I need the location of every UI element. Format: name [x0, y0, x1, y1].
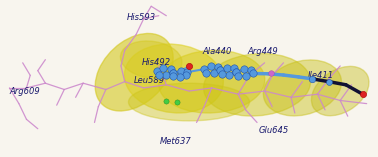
Point — [215, 65, 222, 68]
Point — [184, 71, 190, 73]
Ellipse shape — [129, 83, 249, 121]
Ellipse shape — [95, 33, 173, 111]
Text: Met637: Met637 — [160, 137, 192, 146]
Point — [360, 93, 366, 95]
Text: Glu645: Glu645 — [259, 126, 289, 135]
Point — [249, 72, 256, 75]
Point — [224, 67, 230, 69]
Text: His492: His492 — [142, 58, 171, 67]
Text: His593: His593 — [127, 13, 156, 22]
Point — [235, 74, 241, 77]
Point — [231, 67, 237, 70]
Point — [243, 75, 249, 77]
Point — [163, 74, 169, 77]
Text: Ile411: Ile411 — [308, 71, 334, 80]
Point — [268, 72, 274, 74]
Point — [241, 68, 247, 71]
Text: Arg449: Arg449 — [248, 47, 278, 56]
Point — [156, 73, 162, 76]
Point — [177, 76, 183, 78]
Point — [208, 65, 214, 68]
Ellipse shape — [158, 50, 265, 113]
Point — [203, 71, 209, 74]
Text: Arg609: Arg609 — [9, 87, 40, 96]
Text: Leu589: Leu589 — [134, 76, 165, 85]
Point — [160, 67, 166, 70]
Ellipse shape — [204, 54, 310, 116]
Point — [217, 69, 223, 72]
Ellipse shape — [263, 60, 341, 116]
Point — [233, 71, 239, 73]
Point — [170, 71, 176, 74]
Point — [178, 70, 184, 72]
Point — [233, 71, 239, 73]
Ellipse shape — [311, 66, 369, 116]
Point — [248, 69, 254, 71]
Point — [154, 70, 160, 73]
Point — [217, 69, 223, 72]
Point — [174, 101, 180, 104]
Point — [183, 74, 189, 77]
Point — [219, 73, 225, 75]
Point — [170, 71, 176, 74]
Ellipse shape — [124, 44, 223, 113]
Point — [226, 73, 232, 76]
Point — [170, 74, 176, 77]
Ellipse shape — [121, 41, 182, 78]
Point — [326, 80, 332, 83]
Point — [163, 100, 169, 103]
Point — [201, 68, 207, 70]
Point — [211, 72, 217, 74]
Point — [309, 78, 315, 80]
Text: Ala440: Ala440 — [202, 47, 232, 56]
Point — [186, 65, 192, 67]
Point — [168, 68, 174, 70]
